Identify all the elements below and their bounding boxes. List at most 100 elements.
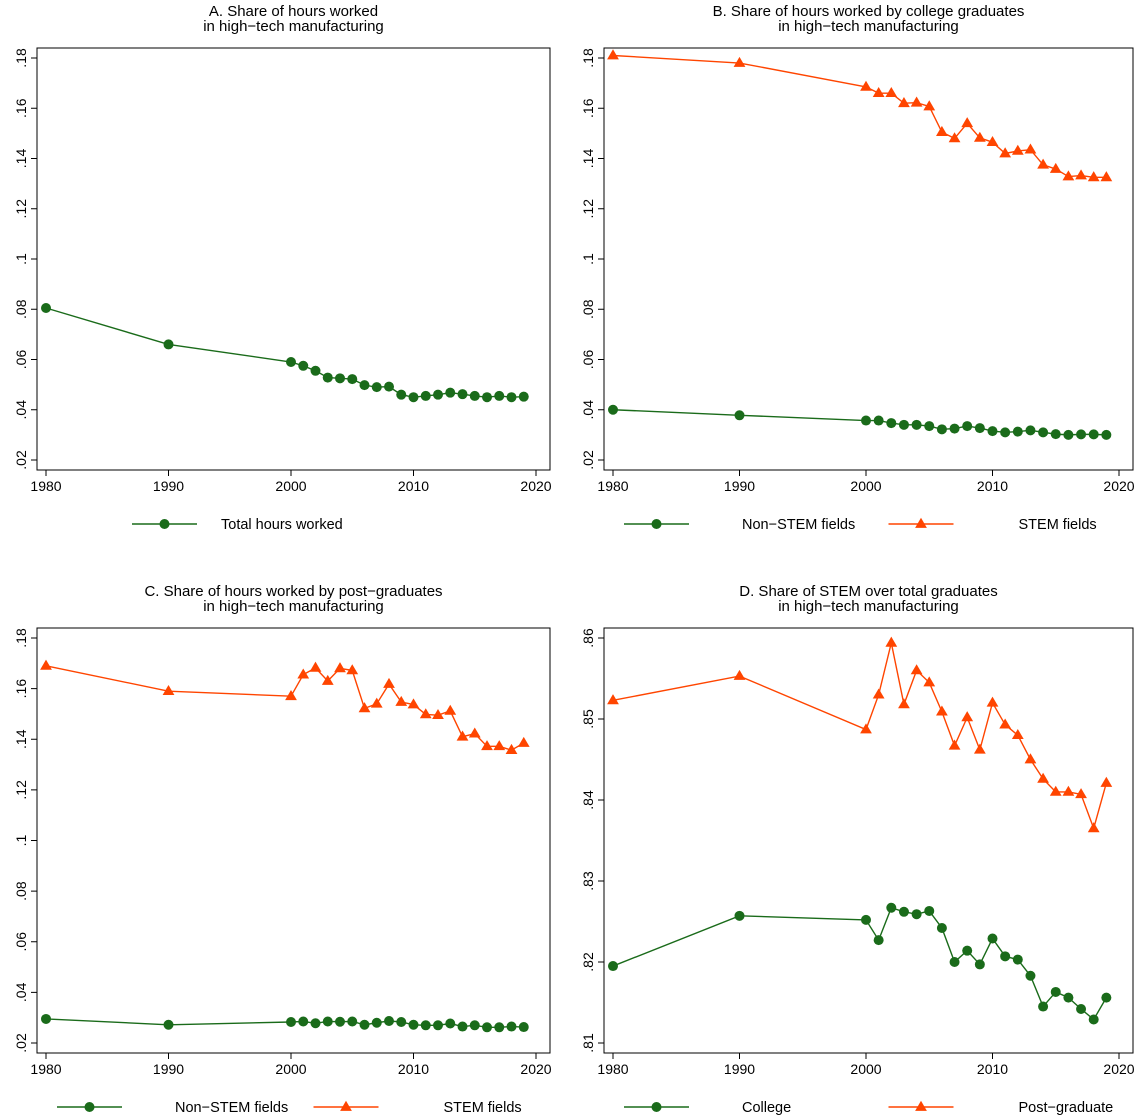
panel-b-series-2-point	[607, 49, 619, 60]
panel-b-y-tick-label: .18	[580, 48, 596, 68]
panel-c-series-2-point	[481, 740, 493, 751]
panel-d-series-2-point	[1024, 753, 1037, 764]
panel-d-legend-key-marker	[915, 1100, 927, 1111]
panel-b-series-2-point	[936, 125, 948, 136]
panel-d-x-axis: 1980 1990 2000 2010 2020	[597, 1053, 1135, 1077]
panel-b-x-tick-label: 2020	[1103, 478, 1134, 494]
panel-c-x-tick-label: 1990	[153, 1061, 184, 1077]
panel-d-y-tick-label: .84	[580, 790, 596, 810]
panel-d-x-tick-label: 2010	[977, 1061, 1008, 1077]
panel-c-series-1-point	[433, 1020, 443, 1031]
panel-c-series-1-point	[457, 1021, 468, 1032]
panel-a-x-axis: 1980 1990 2000 2010 2020	[30, 470, 552, 494]
panel-d-series-1-point	[1038, 1001, 1049, 1012]
panel-a-x-tick-label: 2010	[398, 478, 429, 494]
panel-a-y-tick-label: .14	[13, 149, 29, 169]
panel-b-series-1-point	[1063, 429, 1074, 440]
panel-b-series-1-point	[924, 421, 935, 432]
panel-c-series-1-point	[494, 1022, 505, 1033]
panel-c-y-tick-label: .12	[13, 780, 29, 800]
panel-b-x-tick-label: 2010	[977, 478, 1008, 494]
panel-d-series-1-point	[936, 922, 947, 933]
panel-d-series-1-point	[1000, 951, 1011, 962]
panel-d-series-2-point	[923, 676, 936, 687]
panel-c-series-1-point	[384, 1015, 394, 1026]
panel-a-series-1-point	[445, 387, 456, 398]
panel-a-y-tick-label: .08	[13, 299, 29, 319]
panel-d-y-tick-label: .82	[580, 952, 596, 972]
panel-d-y-tick-label: .81	[580, 1033, 596, 1053]
panel-d-legend-label: Post−graduate	[1019, 1100, 1114, 1116]
panel-d-series-2-point	[1087, 822, 1100, 833]
panel-d-series-1-point	[1088, 1014, 1099, 1025]
panel-d-series-2-point	[1075, 788, 1087, 799]
panel-d-series-2-point	[860, 723, 872, 734]
panel-d-series-2-point	[936, 705, 948, 716]
panel-c-series-1-point	[310, 1018, 321, 1029]
panel-b: B. Share of hours worked by college grad…	[580, 3, 1135, 533]
panel-d-series-2-point	[1049, 785, 1062, 796]
panel-d-x-tick-label: 1980	[597, 1061, 628, 1077]
panel-b-series-1-point	[949, 423, 960, 434]
panel-a-y-tick-label: .18	[13, 48, 29, 68]
panel-c-series-2	[40, 659, 530, 754]
panel-c-series-1-line	[45, 1018, 524, 1029]
panel-b-series-2-point	[1062, 170, 1075, 181]
panel-a-title-line-1: A. Share of hours worked	[209, 3, 378, 20]
panel-b-series-1-point	[898, 419, 909, 430]
panel-c-y-axis: .02 .04 .06 .08 .1 .12 .14 .16 .18	[13, 628, 37, 1053]
panel-a-series-1-point	[506, 392, 517, 403]
panel-b-series-2-point	[1087, 171, 1100, 182]
panel-b-series-2	[607, 49, 1113, 182]
panel-a-series-1-point	[494, 390, 505, 401]
panel-c-title-line-2: in high−tech manufacturing	[203, 598, 384, 615]
panel-a-series-1-point	[457, 389, 468, 400]
panel-b-y-tick-label: .08	[580, 299, 596, 319]
panel-b-series-2-point	[999, 147, 1012, 158]
panel-d-series-1-point	[1101, 992, 1112, 1003]
panel-c-y-tick-label: .14	[13, 729, 29, 749]
panel-d-series-2-point	[910, 664, 923, 675]
panel-a-series-1-point	[41, 302, 51, 313]
panel-d-series-1-point	[873, 935, 884, 946]
panel-b-x-tick-label: 1990	[724, 478, 755, 494]
panel-c-series-1-point	[396, 1016, 407, 1027]
panel-c: C. Share of hours worked by post−graduat…	[13, 583, 552, 1116]
panel-b-y-tick-label: .1	[580, 253, 596, 265]
panel-d-y-tick-label: .86	[580, 628, 596, 648]
panel-b-series-1-point	[734, 410, 745, 421]
panel-a-y-tick-label: .02	[13, 450, 29, 470]
panel-b-series-1-point	[1038, 427, 1049, 438]
panel-c-series-2-point	[297, 668, 310, 679]
panel-c-series-1-point	[445, 1018, 456, 1029]
panel-d-series-1-point	[949, 957, 960, 967]
panel-d-title-line-2: in high−tech manufacturing	[778, 598, 959, 615]
panel-a-x-tick-label: 2020	[520, 478, 551, 494]
panel-c-series-2-point	[40, 659, 52, 670]
panel-c-legend-key-marker	[340, 1100, 352, 1111]
panel-c-x-tick-label: 2000	[275, 1061, 306, 1077]
panel-c-series-2-point	[407, 698, 420, 709]
panel-b-series-2-point	[1011, 144, 1024, 155]
panel-c-y-tick-label: .02	[13, 1033, 29, 1053]
panel-d-series-1-point	[1012, 954, 1023, 965]
panel-c-series-2-point	[346, 664, 359, 675]
panel-d-series-2-point	[733, 669, 746, 680]
panel-b-y-axis: .02 .04 .06 .08 .1 .12 .14 .16 .18	[580, 48, 604, 470]
panel-b-series-1-point	[1050, 429, 1061, 440]
panel-a-series-1-point	[310, 365, 321, 376]
panel-b-series-1	[608, 404, 1112, 440]
panel-b-y-tick-label: .04	[580, 400, 596, 420]
panel-d: D. Share of STEM over total graduatesin …	[580, 583, 1135, 1116]
panel-a-series-1-point	[420, 390, 431, 401]
panel-a-y-axis: .02 .04 .06 .08 .1 .12 .14 .16 .18	[13, 48, 37, 470]
panel-a-series-1-point	[396, 389, 407, 400]
panel-a-y-tick-label: .06	[13, 350, 29, 370]
panel-b-series-1-point	[1025, 425, 1036, 436]
panel-b-series-1-point	[608, 404, 618, 415]
panel-b-series-1-point	[936, 424, 947, 435]
panel-a-series-1-point	[347, 374, 358, 385]
panel-a-series-1-point	[408, 392, 419, 403]
panel-c-legend-label: Non−STEM fields	[175, 1100, 288, 1116]
